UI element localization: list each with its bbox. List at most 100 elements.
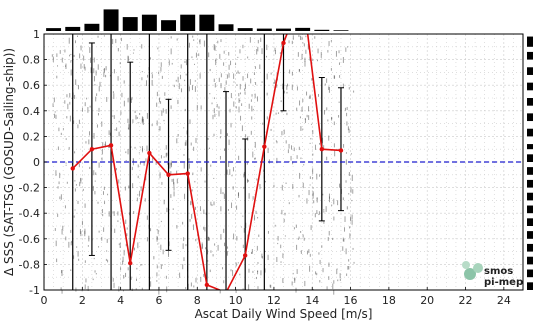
scatter-point [243, 171, 245, 176]
scatter-point [241, 103, 243, 106]
scatter-point [248, 268, 250, 273]
scatter-point [224, 242, 226, 247]
scatter-point [303, 43, 305, 47]
scatter-point [250, 130, 252, 135]
scatter-point [319, 280, 321, 283]
scatter-point [170, 194, 172, 198]
scatter-point [61, 270, 63, 277]
scatter-point [84, 284, 86, 289]
scatter-point [65, 236, 67, 241]
scatter-point [345, 152, 347, 154]
scatter-point [70, 69, 72, 76]
scatter-point [308, 115, 310, 120]
scatter-point [115, 167, 117, 171]
scatter-point [302, 42, 304, 44]
scatter-point [216, 103, 218, 108]
scatter-point [298, 236, 300, 239]
scatter-point [141, 44, 143, 49]
scatter-point [97, 64, 99, 70]
scatter-point [251, 251, 253, 254]
scatter-point [255, 277, 257, 280]
scatter-point [200, 276, 202, 282]
scatter-point [293, 227, 295, 230]
scatter-point [286, 85, 288, 90]
scatter-point [125, 159, 127, 162]
scatter-point [141, 148, 143, 153]
scatter-point [65, 164, 67, 166]
scatter-point [255, 210, 257, 214]
scatter-point [243, 186, 245, 189]
scatter-point [113, 211, 115, 216]
scatter-point [346, 121, 348, 126]
scatter-point [156, 91, 158, 97]
scatter-point [218, 106, 220, 109]
scatter-point [139, 113, 141, 115]
scatter-point [304, 57, 306, 62]
scatter-point [140, 186, 142, 192]
scatter-point [125, 151, 127, 154]
scatter-point [195, 277, 197, 283]
x-tick-labels: 0 2 4 6 8 10 12 14 16 18 20 22 24 [41, 287, 511, 307]
scatter-point [190, 282, 192, 287]
scatter-point [141, 118, 143, 124]
scatter-point [210, 164, 212, 167]
scatter-point [85, 278, 87, 283]
scatter-point [108, 130, 110, 135]
scatter-point [308, 189, 310, 196]
scatter-point [218, 77, 220, 82]
scatter-point [93, 132, 95, 139]
marginal-block [527, 167, 533, 175]
scatter-point [259, 184, 261, 190]
scatter-point [251, 94, 253, 97]
scatter-point [210, 250, 212, 253]
scatter-point [323, 145, 325, 150]
scatter-point [54, 228, 56, 231]
scatter-point [215, 60, 217, 66]
scatter-point [141, 71, 143, 73]
scatter-point [156, 102, 158, 107]
smos-logo: smos pi-mep [462, 261, 523, 288]
scatter-point [104, 201, 106, 205]
scatter-point [248, 284, 250, 291]
scatter-point [310, 225, 312, 231]
scatter-point [316, 272, 318, 276]
scatter-point [85, 141, 87, 144]
scatter-point [267, 147, 269, 154]
scatter-point [96, 124, 98, 128]
scatter-point [94, 270, 96, 273]
scatter-point [312, 130, 314, 135]
scatter-point [80, 63, 82, 69]
scatter-point [227, 209, 229, 211]
scatter-point [95, 96, 97, 102]
scatter-point [242, 76, 244, 81]
scatter-point [189, 79, 191, 85]
scatter-point [160, 220, 162, 223]
scatter-point [244, 88, 246, 91]
scatter-point [238, 106, 240, 113]
scatter-point [257, 262, 259, 264]
scatter-point [139, 191, 141, 197]
scatter-point [224, 87, 226, 93]
scatter-point [314, 144, 316, 150]
scatter-point [299, 100, 301, 106]
scatter-point [303, 164, 305, 166]
scatter-point [193, 146, 195, 151]
scatter-point [161, 75, 163, 79]
scatter-point [122, 260, 124, 265]
scatter-point [238, 155, 240, 160]
scatter-point [106, 238, 108, 243]
marginal-block [527, 218, 533, 226]
scatter-point [70, 53, 72, 56]
scatter-point [66, 181, 68, 184]
scatter-point [184, 79, 186, 82]
scatter-point [166, 163, 168, 165]
scatter-point [207, 137, 209, 140]
scatter-point [54, 111, 56, 113]
scatter-point [168, 251, 170, 257]
scatter-point [59, 196, 61, 200]
scatter-point [223, 62, 225, 66]
scatter-point [74, 209, 76, 211]
scatter-point [120, 37, 122, 42]
x-tick-label: 10 [229, 294, 243, 307]
scatter-point [93, 68, 95, 74]
